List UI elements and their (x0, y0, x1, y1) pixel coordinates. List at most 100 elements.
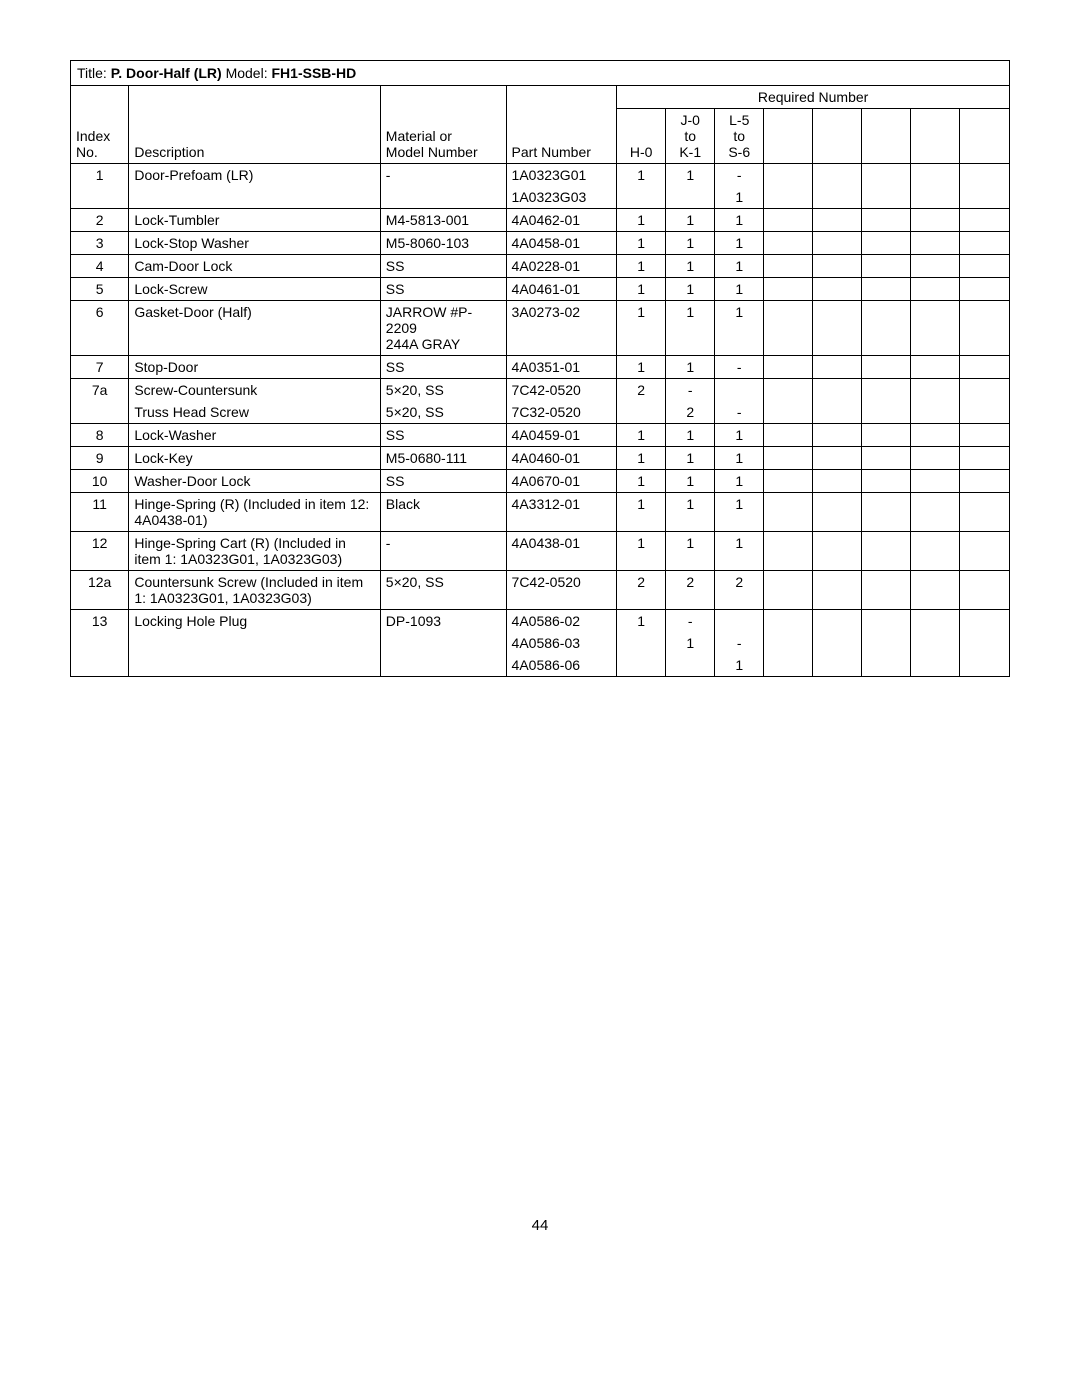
cell-qty-4 (813, 164, 862, 187)
table-row: 7Stop-DoorSS4A0351-0111- (71, 356, 1009, 379)
cell-qty-7 (960, 470, 1009, 493)
cell-qty-2: 1 (715, 493, 764, 532)
col-material-l2: Model Number (386, 144, 478, 160)
cell-qty-4 (813, 424, 862, 447)
cell-qty-3 (764, 571, 813, 610)
table-row: 10Washer-Door LockSS4A0670-01111 (71, 470, 1009, 493)
cell-qty-4 (813, 301, 862, 356)
cell-qty-4 (813, 356, 862, 379)
cell-qty-2: 1 (715, 255, 764, 278)
cell-qty-0 (617, 186, 666, 209)
cell-qty-6 (911, 571, 960, 610)
cell-description: Stop-Door (129, 356, 380, 379)
table-row: 2Lock-TumblerM4-5813-0014A0462-01111 (71, 209, 1009, 232)
table-row: 1A0323G03 1 (71, 186, 1009, 209)
cell-material: M5-8060-103 (380, 232, 506, 255)
cell-qty-6 (911, 532, 960, 571)
cell-qty-4 (813, 186, 862, 209)
cell-part: 1A0323G03 (506, 186, 617, 209)
cell-qty-4 (813, 654, 862, 676)
col-q4 (764, 109, 813, 164)
cell-material: - (380, 164, 506, 187)
cell-qty-5 (862, 255, 911, 278)
cell-qty-6 (911, 493, 960, 532)
cell-qty-2: - (715, 401, 764, 424)
cell-index (71, 401, 129, 424)
cell-part: 4A0586-03 (506, 632, 617, 654)
cell-qty-5 (862, 301, 911, 356)
cell-qty-7 (960, 209, 1009, 232)
cell-qty-3 (764, 632, 813, 654)
cell-index: 12 (71, 532, 129, 571)
cell-qty-4 (813, 255, 862, 278)
cell-description: Lock-Washer (129, 424, 380, 447)
cell-material: 5×20, SS (380, 379, 506, 402)
cell-description: Lock-Screw (129, 278, 380, 301)
cell-qty-1: 1 (666, 493, 715, 532)
cell-qty-3 (764, 447, 813, 470)
header-row-1: Index No. Description Material or Model … (71, 86, 1009, 109)
cell-qty-5 (862, 186, 911, 209)
table-row: 4A0586-061 (71, 654, 1009, 676)
cell-qty-1: - (666, 379, 715, 402)
cell-qty-6 (911, 470, 960, 493)
cell-qty-6 (911, 186, 960, 209)
table-row: 4Cam-Door LockSS4A0228-01111 (71, 255, 1009, 278)
cell-material: JARROW #P-2209244A GRAY (380, 301, 506, 356)
cell-index: 5 (71, 278, 129, 301)
cell-qty-7 (960, 532, 1009, 571)
cell-qty-2: 1 (715, 532, 764, 571)
cell-qty-7 (960, 654, 1009, 676)
cell-qty-0: 1 (617, 232, 666, 255)
cell-qty-6 (911, 379, 960, 402)
cell-description (129, 632, 380, 654)
cell-index: 4 (71, 255, 129, 278)
cell-qty-6 (911, 610, 960, 633)
cell-qty-5 (862, 654, 911, 676)
cell-qty-5 (862, 209, 911, 232)
col-material: Material or Model Number (380, 86, 506, 164)
cell-qty-7 (960, 379, 1009, 402)
table-row: 4A0586-031- (71, 632, 1009, 654)
cell-qty-0: 1 (617, 209, 666, 232)
cell-index (71, 632, 129, 654)
cell-qty-1 (666, 186, 715, 209)
cell-material: - (380, 532, 506, 571)
cell-qty-2: 1 (715, 186, 764, 209)
col-q3: L-5 to S-6 (715, 109, 764, 164)
cell-qty-7 (960, 401, 1009, 424)
cell-part: 4A0462-01 (506, 209, 617, 232)
cell-part: 7C42-0520 (506, 571, 617, 610)
cell-description: Countersunk Screw (Included in item 1: 1… (129, 571, 380, 610)
cell-qty-7 (960, 356, 1009, 379)
cell-qty-5 (862, 401, 911, 424)
cell-part: 4A0586-02 (506, 610, 617, 633)
cell-qty-1: 1 (666, 209, 715, 232)
cell-part: 4A0461-01 (506, 278, 617, 301)
cell-qty-6 (911, 356, 960, 379)
cell-material (380, 632, 506, 654)
col-q5 (813, 109, 862, 164)
cell-qty-5 (862, 447, 911, 470)
cell-qty-5 (862, 532, 911, 571)
cell-description: Door-Prefoam (LR) (129, 164, 380, 187)
cell-qty-4 (813, 232, 862, 255)
cell-qty-0 (617, 632, 666, 654)
cell-qty-1: 1 (666, 447, 715, 470)
table-row: 11Hinge-Spring (R) (Included in item 12:… (71, 493, 1009, 532)
cell-index: 12a (71, 571, 129, 610)
col-q6 (862, 109, 911, 164)
cell-qty-3 (764, 493, 813, 532)
cell-qty-7 (960, 186, 1009, 209)
cell-qty-0: 2 (617, 571, 666, 610)
cell-qty-6 (911, 654, 960, 676)
cell-qty-0: 1 (617, 532, 666, 571)
col-part: Part Number (506, 86, 617, 164)
cell-qty-5 (862, 632, 911, 654)
title-label: Title: (77, 65, 111, 81)
cell-description (129, 654, 380, 676)
cell-qty-2: 1 (715, 209, 764, 232)
cell-material: SS (380, 255, 506, 278)
cell-qty-6 (911, 209, 960, 232)
parts-table: Index No. Description Material or Model … (71, 86, 1009, 676)
